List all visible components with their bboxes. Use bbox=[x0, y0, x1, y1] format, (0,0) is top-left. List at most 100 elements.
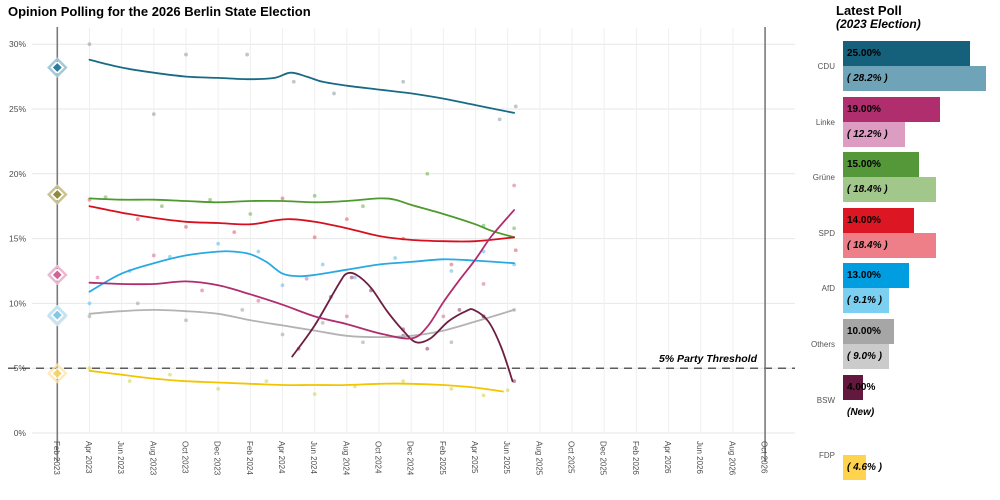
election-marker-halo-Grüne/SPD bbox=[47, 184, 68, 205]
x-tick-label: Jun 2023 bbox=[116, 441, 125, 474]
poll-dot-CDU bbox=[332, 91, 336, 96]
poll-dot-FDP bbox=[312, 392, 317, 397]
poll-dot-SPD bbox=[184, 225, 188, 229]
x-tick-label: Feb 2023 bbox=[52, 441, 61, 475]
x-tick-label: Apr 2026 bbox=[663, 441, 672, 474]
poll-dot-AfD bbox=[87, 301, 92, 306]
current-poll-value-BSW: 4.00% bbox=[847, 381, 876, 393]
poll-dot-SPD bbox=[449, 262, 454, 267]
party-label-Grüne: Grüne bbox=[812, 173, 835, 183]
poll-dot-FDP bbox=[449, 387, 454, 391]
poll-dot-FDP bbox=[216, 387, 221, 391]
poll-dot-Others bbox=[361, 340, 365, 345]
x-tick-label: Oct 2026 bbox=[760, 441, 769, 474]
poll-dot-Linke bbox=[481, 282, 486, 286]
election-result-value-Grüne: ( 18.4% ) bbox=[847, 184, 888, 196]
chart-title: Opinion Polling for the 2026 Berlin Stat… bbox=[8, 4, 311, 19]
poll-dot-Grüne bbox=[159, 204, 164, 209]
poll-dot-FDP bbox=[168, 372, 172, 377]
current-poll-value-AfD: 13.00% bbox=[847, 270, 881, 282]
current-poll-value-SPD: 14.00% bbox=[847, 214, 881, 226]
current-poll-bar-Linke: 19.00% bbox=[843, 96, 940, 122]
party-label-CDU: CDU bbox=[817, 62, 835, 71]
poll-dot-FDP bbox=[264, 379, 269, 384]
election-result-value-Linke: ( 12.2% ) bbox=[847, 128, 888, 140]
poll-dot-Others bbox=[135, 301, 140, 306]
trend-line-Linke bbox=[88, 209, 515, 340]
x-tick-label: Jun 2026 bbox=[695, 441, 704, 474]
trend-line-SPD bbox=[88, 205, 515, 243]
election-marker-Grüne/SPD bbox=[52, 190, 62, 199]
poll-dot-FDP bbox=[127, 379, 132, 384]
poll-dot-SPD bbox=[232, 230, 237, 235]
election-marker-halo-AfD bbox=[47, 304, 68, 326]
election-result-bar-CDU: ( 28.2% ) bbox=[843, 66, 987, 91]
current-poll-value-Linke: 19.00% bbox=[847, 103, 881, 115]
election-marker-FDP bbox=[52, 368, 62, 378]
y-tick-label: 30% bbox=[9, 39, 26, 49]
x-tick-label: Feb 2024 bbox=[245, 441, 254, 475]
poll-dot-BSW bbox=[512, 379, 517, 384]
election-marker-halo-FDP bbox=[47, 363, 68, 384]
x-tick-label: Apr 2024 bbox=[277, 441, 286, 474]
poll-dot-Linke bbox=[200, 288, 204, 293]
current-poll-bar-SPD: 14.00% bbox=[843, 207, 915, 233]
party-label-AfD: AfD bbox=[821, 284, 835, 294]
y-tick-label: 25% bbox=[9, 104, 26, 114]
poll-dot-FDP bbox=[505, 388, 510, 393]
poll-dot-FDP bbox=[87, 366, 92, 371]
x-tick-label: Aug 2026 bbox=[727, 441, 736, 476]
poll-dot-AfD bbox=[216, 241, 221, 246]
poll-dot-Linke bbox=[95, 275, 100, 280]
poll-dot-Grüne bbox=[103, 195, 108, 200]
poll-dot-Linke bbox=[441, 314, 446, 319]
election-marker-halo-CDU bbox=[47, 57, 68, 78]
election-result-bar-SPD: ( 18.4% ) bbox=[843, 232, 937, 258]
poll-dot-CDU bbox=[184, 52, 188, 57]
current-poll-bar-Grüne: 15.00% bbox=[843, 152, 920, 178]
current-poll-bar-Others: 10.00% bbox=[843, 319, 894, 344]
election-result-value-SPD: ( 18.4% ) bbox=[847, 239, 888, 251]
trend-line-Grüne bbox=[88, 197, 515, 239]
x-tick-label: Jun 2024 bbox=[309, 441, 318, 474]
party-label-SPD: SPD bbox=[818, 228, 835, 238]
poll-dot-FDP bbox=[481, 393, 486, 398]
trend-line-Others bbox=[88, 308, 515, 339]
poll-dot-Others bbox=[320, 320, 325, 325]
x-tick-label: Feb 2025 bbox=[438, 441, 447, 475]
x-tick-label: Aug 2023 bbox=[148, 441, 157, 476]
poll-dot-AfD bbox=[168, 254, 172, 259]
x-tick-label: Oct 2023 bbox=[180, 441, 189, 474]
poll-dot-Linke bbox=[256, 298, 261, 303]
poll-dot-Linke bbox=[151, 253, 156, 258]
election-marker-CDU bbox=[52, 63, 62, 72]
y-tick-label: 5% bbox=[14, 363, 27, 373]
poll-dot-AfD bbox=[481, 249, 486, 254]
election-result-tag-BSW: (New) bbox=[847, 406, 875, 418]
election-result-bar-Others: ( 9.0% ) bbox=[843, 344, 889, 369]
x-tick-label: Dec 2023 bbox=[213, 441, 222, 476]
polling-chart: 0% 5% 10% 15% 20% 25% 30% 5% Party Threshold Feb… bbox=[8, 27, 795, 476]
trend-line-AfD bbox=[88, 250, 515, 293]
poll-dot-Others bbox=[240, 307, 245, 312]
x-tick-label: Apr 2023 bbox=[84, 441, 93, 474]
y-tick-label: 10% bbox=[9, 298, 26, 308]
current-poll-bar-BSW: 4.00% bbox=[843, 374, 876, 400]
x-tick-label: Apr 2025 bbox=[470, 441, 479, 474]
poll-dot-BSW bbox=[425, 346, 430, 351]
poll-dot-BSW bbox=[349, 275, 354, 280]
poll-dot-AfD bbox=[449, 269, 454, 273]
poll-dot-SPD bbox=[312, 235, 317, 240]
poll-dot-Grüne bbox=[361, 204, 365, 209]
poll-dot-AfD bbox=[320, 262, 325, 267]
poll-dot-CDU bbox=[291, 79, 296, 84]
trend-line-BSW bbox=[291, 271, 514, 383]
election-result-bar-Linke: ( 12.2% ) bbox=[843, 121, 905, 147]
poll-dot-Linke bbox=[304, 276, 309, 281]
poll-dot-SPD bbox=[280, 196, 285, 201]
poll-dot-AfD bbox=[256, 249, 261, 254]
election-result-value-AfD: ( 9.1% ) bbox=[847, 295, 883, 307]
x-tick-label: Aug 2024 bbox=[341, 441, 350, 476]
trend-line-CDU bbox=[88, 58, 515, 114]
